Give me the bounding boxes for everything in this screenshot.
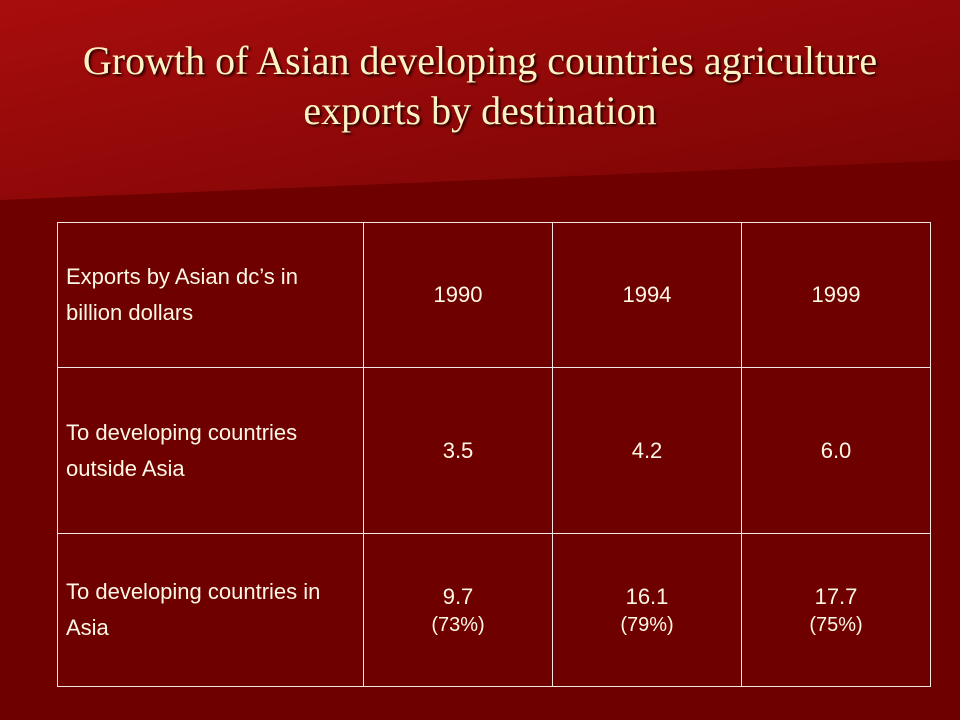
header-cell: 1994 (552, 222, 742, 368)
share: (73%) (431, 614, 485, 636)
slide-title: Growth of Asian developing countries agr… (82, 38, 878, 133)
table-row: To developing countries outside Asia 3.5… (57, 367, 931, 534)
value: 9.7 (442, 584, 474, 609)
value: 16.1 (625, 584, 669, 609)
value-cell: 3.5 (363, 367, 553, 534)
header-cell: Exports by Asian dc’s in billion dollars (57, 222, 364, 368)
value-cell: 9.7 (73%) (363, 533, 553, 687)
value-cell: 16.1 (79%) (552, 533, 742, 687)
header-cell: 1999 (741, 222, 931, 368)
data-table: Exports by Asian dc’s in billion dollars… (57, 222, 931, 687)
share: (79%) (620, 614, 674, 636)
value-cell: 17.7 (75%) (741, 533, 931, 687)
share: (75%) (809, 614, 863, 636)
table-header-row: Exports by Asian dc’s in billion dollars… (57, 222, 931, 368)
value: 17.7 (814, 584, 858, 609)
value-cell: 4.2 (552, 367, 742, 534)
row-label: To developing countries in Asia (57, 533, 364, 687)
table-row: To developing countries in Asia 9.7 (73%)… (57, 533, 931, 687)
row-label: To developing countries outside Asia (57, 367, 364, 534)
header-band (0, 0, 960, 200)
value-cell: 6.0 (741, 367, 931, 534)
header-cell: 1990 (363, 222, 553, 368)
